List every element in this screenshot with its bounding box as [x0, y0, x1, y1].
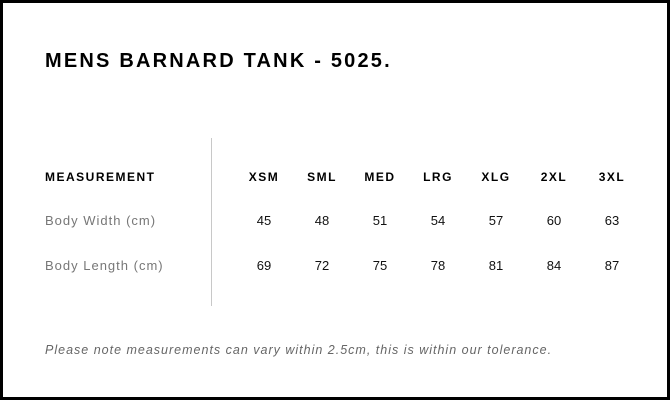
table-cell: 45 — [256, 213, 272, 228]
size-header: SML — [307, 170, 337, 184]
table-cell: 57 — [488, 213, 504, 228]
table-cell: 69 — [256, 258, 272, 273]
size-header: LRG — [423, 170, 453, 184]
table-cell: 54 — [430, 213, 446, 228]
table-cell: 48 — [314, 213, 330, 228]
tolerance-note: Please note measurements can vary within… — [45, 343, 553, 357]
column-divider — [211, 138, 212, 306]
table-cell: 72 — [314, 258, 330, 273]
size-header: MED — [364, 170, 396, 184]
row-label: Body Length (cm) — [45, 258, 164, 273]
table-cell: 51 — [372, 213, 388, 228]
table-cell: 78 — [430, 258, 446, 273]
table-cell: 63 — [604, 213, 620, 228]
table-cell: 75 — [372, 258, 388, 273]
table-cell: 81 — [488, 258, 504, 273]
size-header: XSM — [248, 170, 280, 184]
measurement-header: MEASUREMENT — [45, 170, 156, 184]
row-label: Body Width (cm) — [45, 213, 157, 228]
size-header: XLG — [481, 170, 511, 184]
table-cell: 87 — [604, 258, 620, 273]
table-cell: 60 — [546, 213, 562, 228]
table-cell: 84 — [546, 258, 562, 273]
page-title: MENS BARNARD TANK - 5025. — [45, 50, 392, 72]
size-header: 3XL — [598, 170, 626, 184]
size-header: 2XL — [540, 170, 568, 184]
